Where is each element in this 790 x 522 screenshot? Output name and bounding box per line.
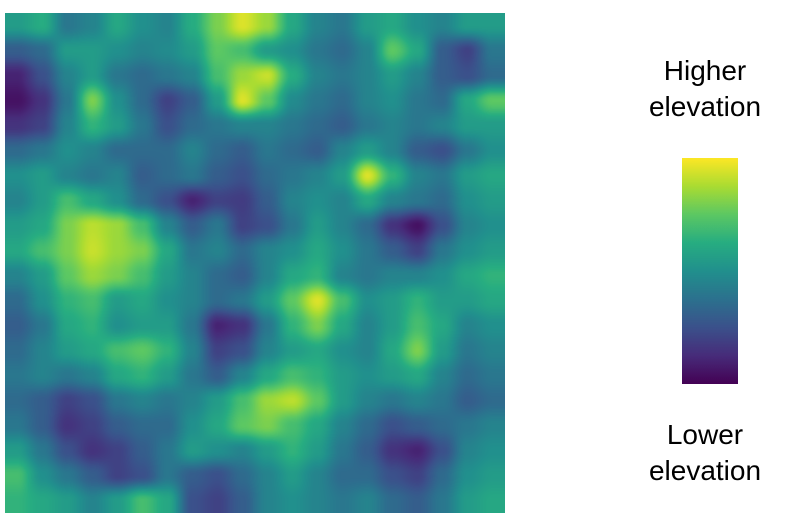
colorbar-legend: Higher elevation Lower elevation xyxy=(620,0,790,522)
lower-label-line1: Lower xyxy=(666,419,744,450)
lower-elevation-label: Lower elevation xyxy=(620,417,790,489)
colorbar-gradient xyxy=(682,158,738,384)
higher-elevation-label: Higher elevation xyxy=(620,53,790,125)
higher-label-line2: elevation xyxy=(648,91,762,122)
lower-label-line2: elevation xyxy=(648,455,762,486)
higher-label-line1: Higher xyxy=(663,55,747,86)
heatmap-canvas xyxy=(5,13,505,513)
